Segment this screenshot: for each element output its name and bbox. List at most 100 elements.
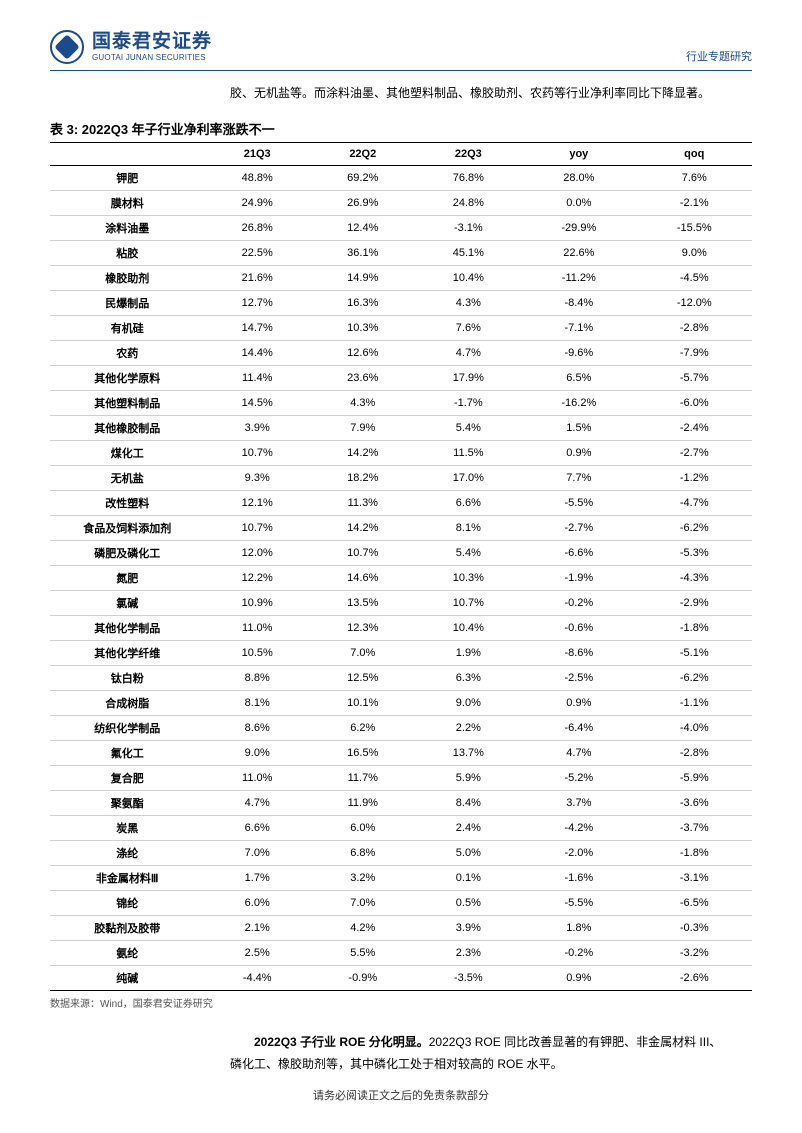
table-cell: -5.7%	[637, 366, 752, 391]
table-row: 其他化学制品11.0%12.3%10.4%-0.6%-1.8%	[50, 616, 752, 641]
table-cell: -2.9%	[637, 591, 752, 616]
table-header-cell: qoq	[637, 143, 752, 166]
table-cell: 23.6%	[310, 366, 416, 391]
table-cell: 13.7%	[416, 741, 522, 766]
table-cell: -1.8%	[637, 841, 752, 866]
table-cell: 其他化学制品	[50, 616, 204, 641]
table-row: 合成树脂8.1%10.1%9.0%0.9%-1.1%	[50, 691, 752, 716]
table-row: 氯碱10.9%13.5%10.7%-0.2%-2.9%	[50, 591, 752, 616]
table-cell: 14.6%	[310, 566, 416, 591]
table-cell: -2.7%	[637, 441, 752, 466]
table-cell: 9.0%	[637, 241, 752, 266]
table-cell: 锦纶	[50, 891, 204, 916]
table-cell: 2.2%	[416, 716, 522, 741]
table-cell: -4.4%	[204, 966, 310, 991]
table-cell: 6.3%	[416, 666, 522, 691]
table-cell: 8.1%	[204, 691, 310, 716]
table-cell: 1.9%	[416, 641, 522, 666]
table-cell: 14.4%	[204, 341, 310, 366]
table-cell: 48.8%	[204, 166, 310, 191]
table-cell: -2.8%	[637, 741, 752, 766]
table-cell: 5.0%	[416, 841, 522, 866]
table-cell: 14.2%	[310, 441, 416, 466]
logo-en: GUOTAI JUNAN SECURITIES	[92, 53, 212, 62]
table-cell: 0.9%	[521, 441, 636, 466]
table-row: 膜材料24.9%26.9%24.8%0.0%-2.1%	[50, 191, 752, 216]
table-cell: -2.4%	[637, 416, 752, 441]
table-cell: 12.5%	[310, 666, 416, 691]
table-row: 复合肥11.0%11.7%5.9%-5.2%-5.9%	[50, 766, 752, 791]
table-row: 氮肥12.2%14.6%10.3%-1.9%-4.3%	[50, 566, 752, 591]
table-cell: 11.0%	[204, 616, 310, 641]
table-cell: -3.5%	[416, 966, 522, 991]
table-cell: 磷肥及磷化工	[50, 541, 204, 566]
table-cell: 粘胶	[50, 241, 204, 266]
table-cell: 10.5%	[204, 641, 310, 666]
table-cell: 11.4%	[204, 366, 310, 391]
table-cell: 21.6%	[204, 266, 310, 291]
table-cell: -7.9%	[637, 341, 752, 366]
table-cell: 3.9%	[416, 916, 522, 941]
table-header-cell: yoy	[521, 143, 636, 166]
body-paragraph: 2022Q3 子行业 ROE 分化明显。2022Q3 ROE 同比改善显著的有钾…	[230, 1032, 722, 1075]
table-cell: 改性塑料	[50, 491, 204, 516]
table-cell: 0.0%	[521, 191, 636, 216]
table-cell: -1.2%	[637, 466, 752, 491]
table-cell: 氮肥	[50, 566, 204, 591]
table-row: 胶黏剂及胶带2.1%4.2%3.9%1.8%-0.3%	[50, 916, 752, 941]
table-cell: 14.7%	[204, 316, 310, 341]
table-row: 锦纶6.0%7.0%0.5%-5.5%-6.5%	[50, 891, 752, 916]
table-cell: 18.2%	[310, 466, 416, 491]
table-cell: 7.0%	[310, 891, 416, 916]
table-cell: -5.5%	[521, 891, 636, 916]
table-cell: 胶黏剂及胶带	[50, 916, 204, 941]
table-cell: -8.6%	[521, 641, 636, 666]
table-row: 涂料油墨26.8%12.4%-3.1%-29.9%-15.5%	[50, 216, 752, 241]
table-cell: 其他化学原料	[50, 366, 204, 391]
table-cell: -8.4%	[521, 291, 636, 316]
table-cell: 6.0%	[310, 816, 416, 841]
table-cell: 76.8%	[416, 166, 522, 191]
table-cell: 22.6%	[521, 241, 636, 266]
table-cell: -12.0%	[637, 291, 752, 316]
table-cell: 6.5%	[521, 366, 636, 391]
table-row: 非金属材料Ⅲ1.7%3.2%0.1%-1.6%-3.1%	[50, 866, 752, 891]
profit-table: 21Q322Q222Q3yoyqoq 钾肥48.8%69.2%76.8%28.0…	[50, 142, 752, 991]
table-cell: 10.7%	[416, 591, 522, 616]
table-cell: 4.7%	[416, 341, 522, 366]
table-cell: -6.2%	[637, 666, 752, 691]
table-cell: 36.1%	[310, 241, 416, 266]
table-row: 磷肥及磷化工12.0%10.7%5.4%-6.6%-5.3%	[50, 541, 752, 566]
table-row: 民爆制品12.7%16.3%4.3%-8.4%-12.0%	[50, 291, 752, 316]
table-header-cell: 21Q3	[204, 143, 310, 166]
table-body: 钾肥48.8%69.2%76.8%28.0%7.6%膜材料24.9%26.9%2…	[50, 166, 752, 991]
table-row: 粘胶22.5%36.1%45.1%22.6%9.0%	[50, 241, 752, 266]
table-cell: -1.8%	[637, 616, 752, 641]
table-cell: 4.7%	[521, 741, 636, 766]
table-row: 改性塑料12.1%11.3%6.6%-5.5%-4.7%	[50, 491, 752, 516]
table-cell: 13.5%	[310, 591, 416, 616]
table-cell: -9.6%	[521, 341, 636, 366]
table-cell: 45.1%	[416, 241, 522, 266]
table-cell: 3.2%	[310, 866, 416, 891]
table-row: 有机硅14.7%10.3%7.6%-7.1%-2.8%	[50, 316, 752, 341]
page-footer: 请务必阅读正文之后的免责条款部分	[0, 1087, 802, 1103]
table-cell: 7.7%	[521, 466, 636, 491]
table-header-cell: 22Q2	[310, 143, 416, 166]
table-cell: 11.9%	[310, 791, 416, 816]
table-cell: 0.5%	[416, 891, 522, 916]
table-cell: -6.6%	[521, 541, 636, 566]
table-cell: -6.0%	[637, 391, 752, 416]
page-header: 国泰君安证券 GUOTAI JUNAN SECURITIES 行业专题研究	[50, 30, 752, 71]
table-cell: 10.3%	[416, 566, 522, 591]
table-header-cell: 22Q3	[416, 143, 522, 166]
table-cell: 非金属材料Ⅲ	[50, 866, 204, 891]
table-cell: -1.6%	[521, 866, 636, 891]
table-cell: 合成树脂	[50, 691, 204, 716]
table-row: 其他化学原料11.4%23.6%17.9%6.5%-5.7%	[50, 366, 752, 391]
table-cell: 7.9%	[310, 416, 416, 441]
table-cell: 10.9%	[204, 591, 310, 616]
table-row: 其他橡胶制品3.9%7.9%5.4%1.5%-2.4%	[50, 416, 752, 441]
logo-block: 国泰君安证券 GUOTAI JUNAN SECURITIES	[50, 30, 212, 64]
table-cell: -5.5%	[521, 491, 636, 516]
